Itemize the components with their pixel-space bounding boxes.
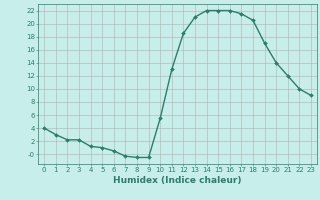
X-axis label: Humidex (Indice chaleur): Humidex (Indice chaleur): [113, 176, 242, 185]
